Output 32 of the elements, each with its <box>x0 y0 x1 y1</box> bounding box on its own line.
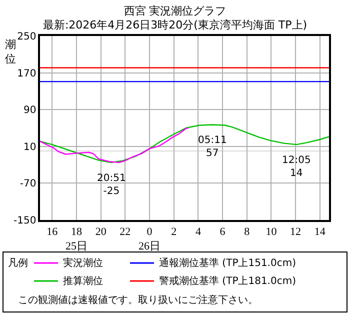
y-tick-label: -70 <box>20 178 36 190</box>
x-tick-label: 10 <box>266 226 278 238</box>
x-tick-label: 6 <box>220 226 226 238</box>
annotation: 05:11 57 <box>198 135 227 159</box>
x-tick-label: 8 <box>244 226 250 238</box>
x-tick-label: 22 <box>120 226 131 238</box>
chart-title: 西宮 実況潮位グラフ <box>124 4 226 18</box>
legend-label: 通報潮位基準 (TP上151.0cm) <box>159 257 296 269</box>
y-tick-label: 250 <box>17 32 36 42</box>
x-tick-label: 4 <box>195 226 202 238</box>
legend-label: 警戒潮位基準 (TP上181.0cm) <box>159 275 296 287</box>
line-series <box>40 127 190 164</box>
x-tick-label: 12 <box>290 226 302 238</box>
legend-label: 実況潮位 <box>63 257 103 269</box>
line-series <box>40 124 329 164</box>
x-tick-label: 14 <box>314 226 326 238</box>
chart-subtitle: 最新:2026年4月26日3時20分(東京湾平均海面 TP上) <box>42 18 308 32</box>
x-tick-label: 18 25日 <box>66 226 88 252</box>
x-tick-label: 20 <box>95 226 107 238</box>
text: この観測値は速報値です。取り扱いにご注意下さい。 <box>18 294 258 306</box>
annotation: 20:51 -25 <box>97 173 126 197</box>
y-tick-label: 170 <box>17 68 36 80</box>
y-tick-label: 10 <box>24 142 36 153</box>
x-tick-label: 2 <box>171 226 177 238</box>
legend-label: 推算潮位 <box>63 275 103 287</box>
y-axis-title: 潮位 <box>5 38 16 66</box>
y-tick-label: 90 <box>24 105 36 116</box>
y-tick-label: -150 <box>14 216 36 226</box>
x-tick-label: 0 26日 <box>138 226 161 252</box>
x-tick-label: 16 <box>46 226 58 238</box>
annotation: 12:05 14 <box>282 155 311 179</box>
legend-title: 凡例 <box>8 258 28 269</box>
